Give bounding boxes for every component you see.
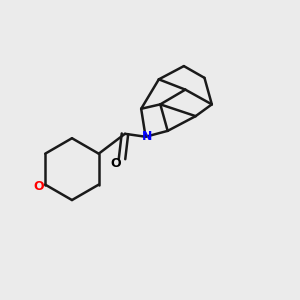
Text: N: N xyxy=(142,130,152,143)
Text: O: O xyxy=(111,157,122,170)
Text: O: O xyxy=(33,181,44,194)
